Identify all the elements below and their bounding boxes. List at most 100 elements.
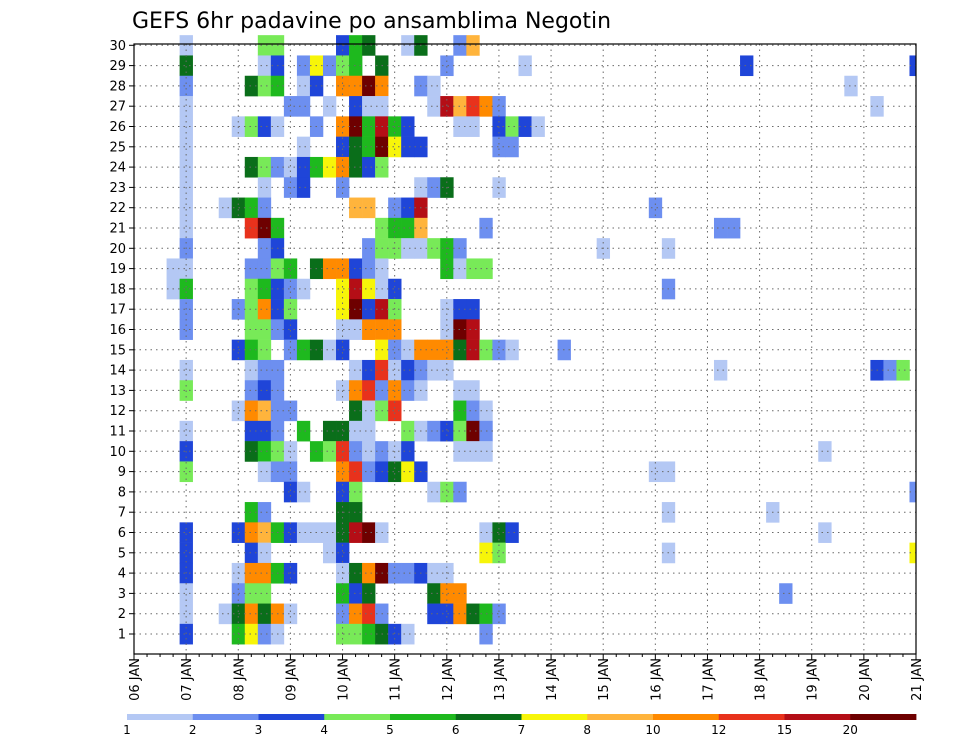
heatmap-cell xyxy=(257,75,272,97)
x-tick-label: 07 JAN xyxy=(180,658,195,701)
heatmap-cell xyxy=(909,55,917,77)
colorbar-swatch xyxy=(324,714,391,720)
colorbar-label: 2 xyxy=(189,723,197,737)
y-tick-label: 26 xyxy=(109,120,126,135)
heatmap-cell xyxy=(257,55,272,77)
heatmap-cell xyxy=(362,461,376,483)
heatmap-cell xyxy=(322,522,337,543)
heatmap-cell xyxy=(349,441,363,462)
heatmap-cell xyxy=(401,562,415,584)
heatmap-cell xyxy=(257,502,272,523)
heatmap-cell xyxy=(322,420,337,442)
heatmap-cell xyxy=(362,116,376,137)
heatmap-cell xyxy=(440,359,454,381)
heatmap-cell xyxy=(349,116,363,137)
heatmap-cell xyxy=(244,562,259,584)
heatmap-cell xyxy=(466,258,480,280)
heatmap-cell xyxy=(349,420,363,442)
heatmap-cell xyxy=(296,55,311,77)
chart-grid xyxy=(134,44,916,654)
heatmap-cell xyxy=(244,522,259,543)
heatmap-cell xyxy=(257,339,272,361)
x-tick-label: 18 JAN xyxy=(754,658,769,701)
heatmap-cell xyxy=(283,319,298,340)
y-tick-label: 10 xyxy=(109,445,126,460)
heatmap-cell xyxy=(283,278,298,300)
colorbar-label: 10 xyxy=(645,723,660,737)
heatmap-cell xyxy=(257,583,272,604)
heatmap-cell xyxy=(257,359,272,381)
heatmap-cell xyxy=(648,461,663,483)
heatmap-cell xyxy=(179,359,193,381)
heatmap-cell xyxy=(466,400,480,422)
heatmap-cell xyxy=(283,258,298,280)
heatmap-cell xyxy=(257,177,272,198)
heatmap-cell xyxy=(466,116,480,137)
colorbar-label: 4 xyxy=(320,723,328,737)
x-tick-label: 12 JAN xyxy=(441,658,456,701)
heatmap-cell xyxy=(336,156,350,178)
heatmap-cell xyxy=(179,542,193,564)
heatmap-cell xyxy=(362,420,376,442)
heatmap-cell xyxy=(283,156,298,178)
heatmap-cell xyxy=(466,96,480,117)
heatmap-cell xyxy=(505,116,519,137)
heatmap-cell xyxy=(362,603,376,625)
heatmap-cell xyxy=(179,156,193,178)
colorbar-swatch xyxy=(850,714,917,720)
heatmap-cell xyxy=(257,197,272,219)
heatmap-cell xyxy=(440,96,454,117)
colorbar-label: 20 xyxy=(843,723,858,737)
heatmap-cell xyxy=(336,623,350,645)
heatmap-cell xyxy=(466,420,480,442)
heatmap-cell xyxy=(440,55,454,77)
heatmap-cell xyxy=(244,359,259,381)
y-tick-label: 11 xyxy=(109,425,126,440)
heatmap-cell xyxy=(349,583,363,604)
heatmap-cell xyxy=(388,623,402,645)
heatmap-cell xyxy=(492,96,506,117)
heatmap-cell xyxy=(336,420,350,442)
heatmap-cell xyxy=(244,197,259,219)
heatmap-cell xyxy=(427,420,441,442)
heatmap-cell xyxy=(231,197,246,219)
y-tick-label: 18 xyxy=(109,282,126,297)
heatmap-cell xyxy=(336,583,350,604)
heatmap-cell xyxy=(179,258,193,280)
y-tick-label: 17 xyxy=(109,303,126,318)
heatmap-cell xyxy=(362,197,376,219)
y-tick-label: 4 xyxy=(118,567,126,582)
heatmap-cell xyxy=(179,217,193,239)
x-tick-label: 09 JAN xyxy=(284,658,299,701)
heatmap-cell xyxy=(336,278,350,300)
y-axis: 1234567891011121314151617181920212223242… xyxy=(109,39,134,643)
heatmap-cell xyxy=(401,339,415,361)
heatmap-cell xyxy=(427,339,441,361)
heatmap-cell xyxy=(257,542,272,564)
heatmap-cell xyxy=(401,238,415,259)
heatmap-cell xyxy=(362,380,376,401)
heatmap-cell xyxy=(283,339,298,361)
y-tick-label: 14 xyxy=(109,364,126,379)
colorbar-label: 12 xyxy=(711,723,726,737)
heatmap-cell xyxy=(257,441,272,462)
heatmap-cell xyxy=(322,542,337,564)
chart-title: GEFS 6hr padavine po ansamblima Negotin xyxy=(132,9,611,34)
y-tick-label: 7 xyxy=(118,506,126,521)
heatmap-cell xyxy=(179,420,193,442)
heatmap-cell xyxy=(231,603,246,625)
heatmap-cell xyxy=(296,96,311,117)
y-tick-label: 6 xyxy=(118,526,126,541)
heatmap-cell xyxy=(492,136,506,158)
y-tick-label: 28 xyxy=(109,79,126,94)
heatmap-cell xyxy=(909,481,917,503)
heatmap-cell xyxy=(296,339,311,361)
heatmap-cell xyxy=(322,441,337,462)
heatmap-cell xyxy=(244,258,259,280)
y-tick-label: 24 xyxy=(109,161,126,176)
heatmap-cell xyxy=(244,623,259,645)
heatmap-cell xyxy=(362,319,376,340)
heatmap-cell xyxy=(283,603,298,625)
x-tick-label: 19 JAN xyxy=(806,658,821,701)
heatmap-cell xyxy=(231,400,246,422)
